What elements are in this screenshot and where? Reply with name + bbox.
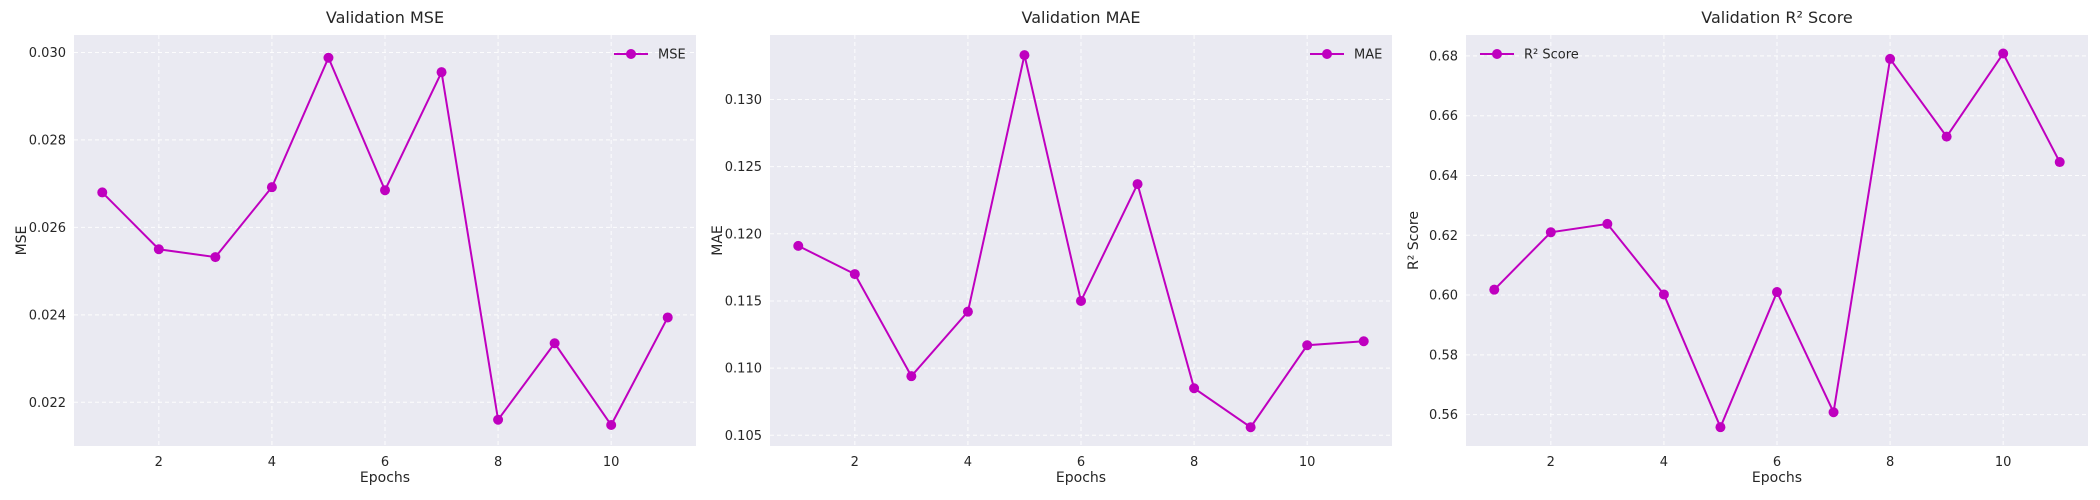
chart-panel-2: 2 4 6 8 10 0.105 0.110 0.115 0.120 0.125 0.130 Vali… <box>710 8 1392 486</box>
x-tick-label: 2 <box>851 455 859 470</box>
data-point <box>549 338 560 349</box>
data-point <box>380 185 390 196</box>
x-tick-label: 6 <box>1773 455 1781 470</box>
data-point <box>1358 336 1369 347</box>
data-point <box>1885 53 1896 64</box>
x-tick-label: 6 <box>381 455 389 470</box>
data-point <box>662 312 673 323</box>
x-axis-label: Epochs <box>1752 470 1802 486</box>
x-tick-label: 2 <box>1547 455 1555 470</box>
data-point <box>1545 227 1556 238</box>
legend-label: R² Score <box>1524 48 1579 63</box>
y-axis-label: MSE <box>14 226 30 256</box>
data-point <box>1132 179 1143 190</box>
x-axis-label: Epochs <box>360 470 410 486</box>
data-point <box>793 240 804 251</box>
x-axis-label: Epochs <box>1056 470 1106 486</box>
data-point <box>1828 407 1839 418</box>
x-tick-label: 2 <box>155 455 163 470</box>
y-axis-label: MAE <box>710 225 726 256</box>
legend: MSE <box>614 48 686 63</box>
y-tick-label: 0.58 <box>1429 348 1458 363</box>
x-tick-label: 8 <box>494 455 502 470</box>
x-tick-label: 4 <box>1660 455 1668 470</box>
y-tick-label: 0.125 <box>725 160 762 175</box>
legend-label: MAE <box>1354 48 1382 63</box>
y-tick-label: 0.026 <box>29 221 66 236</box>
y-tick-label: 0.56 <box>1429 408 1458 423</box>
data-point <box>1658 289 1669 300</box>
legend-marker <box>1322 49 1332 59</box>
data-point <box>1602 218 1613 229</box>
data-point <box>1189 383 1200 394</box>
x-tick-label: 10 <box>1299 455 1316 470</box>
data-point <box>436 67 447 78</box>
data-point <box>1941 131 1952 142</box>
y-tick-label: 0.66 <box>1429 109 1458 124</box>
x-tick-label: 4 <box>964 455 972 470</box>
y-tick-label: 0.60 <box>1429 289 1458 304</box>
y-tick-label: 0.030 <box>29 46 66 61</box>
x-tick-label: 8 <box>1190 455 1198 470</box>
data-point <box>849 269 860 280</box>
x-tick-label: 8 <box>1886 455 1894 470</box>
y-tick-label: 0.68 <box>1429 49 1458 64</box>
legend-marker <box>1492 49 1502 59</box>
data-point <box>1998 48 2009 59</box>
x-tick-label: 4 <box>268 455 276 470</box>
data-point <box>1302 340 1313 351</box>
y-tick-label: 0.105 <box>725 429 762 444</box>
data-point <box>962 306 973 317</box>
data-point <box>323 52 334 63</box>
data-point <box>1076 295 1086 306</box>
x-tick-label: 10 <box>1995 455 2012 470</box>
data-point <box>493 414 504 425</box>
data-point <box>906 371 917 382</box>
data-point <box>1715 422 1726 433</box>
y-tick-label: 0.022 <box>29 396 66 411</box>
chart-title: Validation MSE <box>326 8 444 27</box>
chart-panel-1: 2 4 6 8 10 0.022 0.024 0.026 0.028 0.030 Validatio… <box>14 8 696 486</box>
data-point <box>2054 157 2065 168</box>
chart-title: Validation MAE <box>1022 8 1141 27</box>
data-point <box>266 182 277 193</box>
x-tick-label: 6 <box>1077 455 1085 470</box>
legend-label: MSE <box>658 48 686 63</box>
y-tick-label: 0.024 <box>29 308 66 323</box>
y-tick-label: 0.120 <box>725 227 762 242</box>
data-point <box>1245 422 1256 433</box>
data-point <box>606 420 617 431</box>
legend-marker <box>626 49 636 59</box>
x-tick-label: 10 <box>603 455 620 470</box>
data-point <box>97 187 108 198</box>
y-tick-label: 0.110 <box>725 362 762 377</box>
y-tick-label: 0.64 <box>1429 169 1458 184</box>
data-point <box>153 244 164 255</box>
y-axis-label: R² Score <box>1406 211 1422 270</box>
chart-panel-3: 2 4 6 8 10 0.56 0.58 0.60 0.62 0.64 0.66 0.68 Valida… <box>1406 8 2088 486</box>
data-point <box>1489 284 1500 295</box>
chart-title: Validation R² Score <box>1701 8 1853 27</box>
legend: R² Score <box>1480 48 1579 63</box>
legend: MAE <box>1310 48 1382 63</box>
y-tick-label: 0.130 <box>725 93 762 108</box>
data-point <box>1772 287 1782 298</box>
data-point <box>210 252 221 263</box>
y-tick-label: 0.115 <box>725 294 762 309</box>
y-tick-label: 0.62 <box>1429 229 1458 244</box>
y-tick-label: 0.028 <box>29 133 66 148</box>
data-point <box>1019 50 1030 61</box>
